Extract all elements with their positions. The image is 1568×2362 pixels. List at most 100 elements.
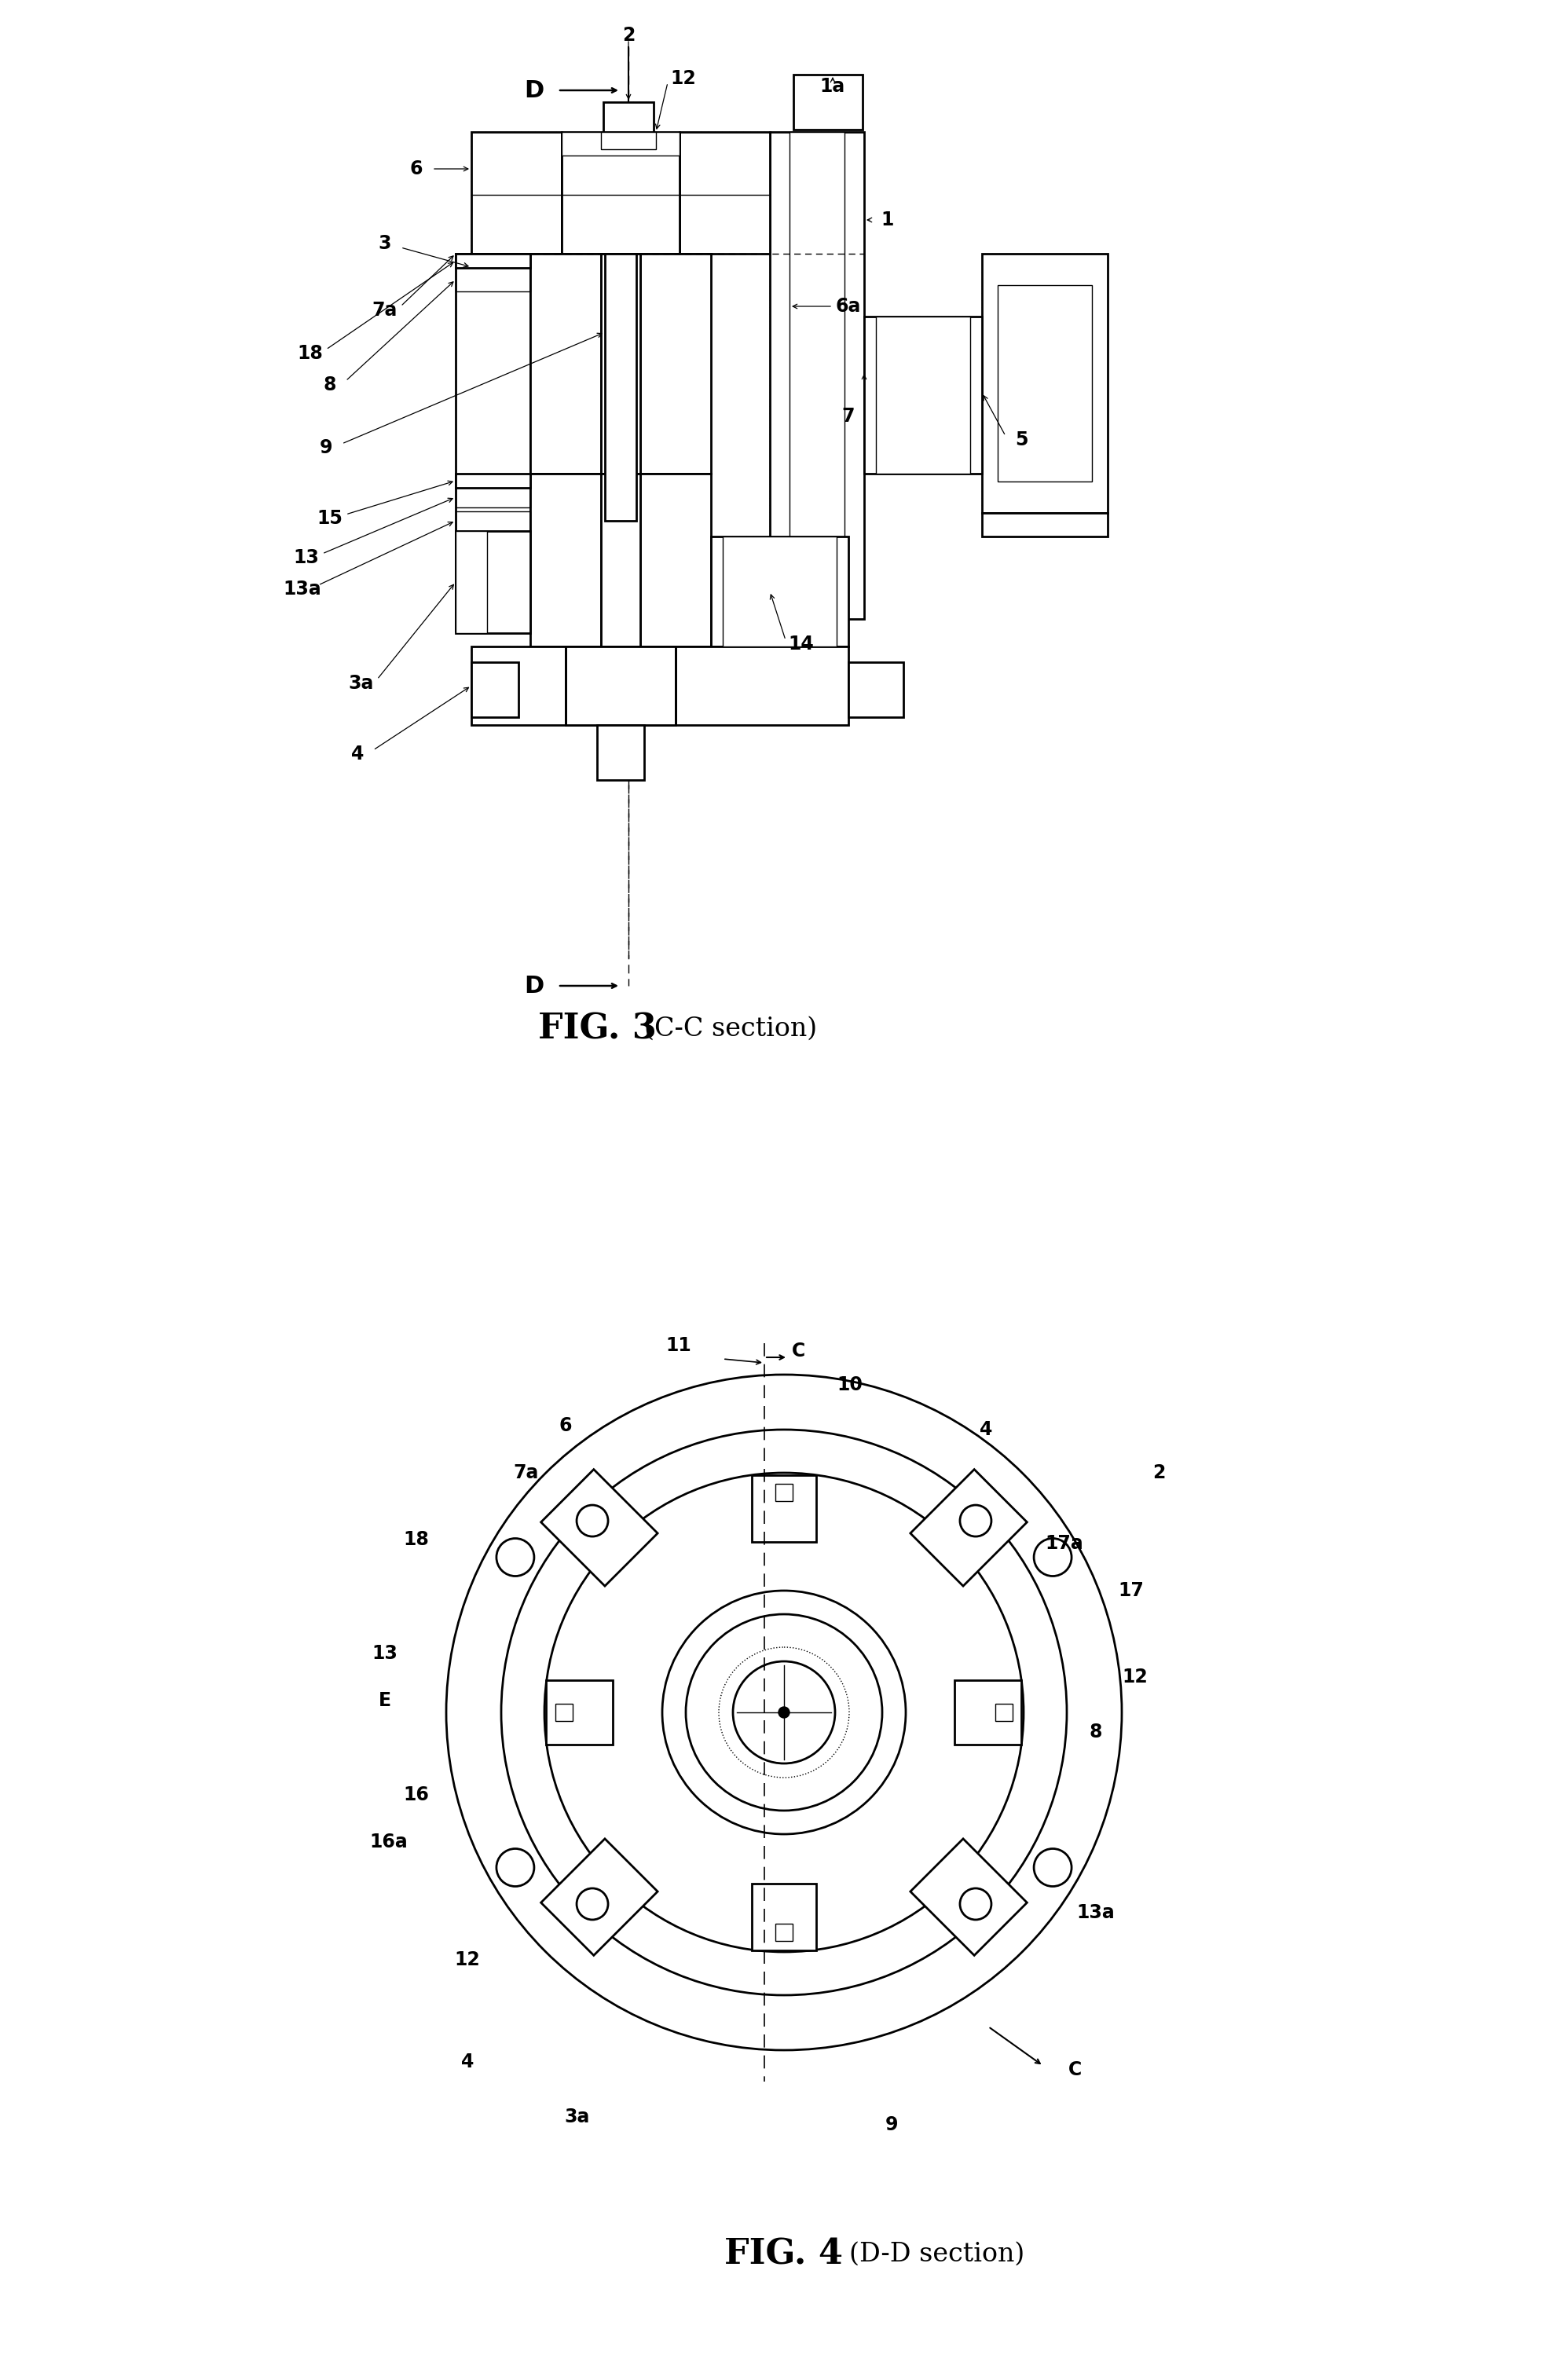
Text: 2: 2 [622,26,635,45]
Text: 17: 17 [1118,1580,1145,1599]
Text: 9: 9 [886,2116,898,2135]
Text: 6a: 6a [836,298,861,317]
Text: 18: 18 [298,345,323,364]
Bar [723,536,837,647]
Text: 10: 10 [837,1375,862,1394]
Circle shape [729,1658,839,1767]
Bar [456,253,530,631]
Text: 7a: 7a [514,1464,539,1483]
Bar [530,475,601,647]
Bar [864,317,982,475]
Bar [472,132,561,253]
Bar [530,253,601,475]
Polygon shape [996,1703,1013,1722]
Text: 8: 8 [1090,1722,1102,1741]
Bar [456,531,488,633]
Bar [605,253,637,520]
Bar [472,132,561,253]
Polygon shape [955,1679,1022,1746]
Circle shape [662,1590,906,1835]
Text: 7: 7 [842,406,855,425]
Polygon shape [775,1483,793,1502]
Text: 16: 16 [403,1786,430,1805]
Polygon shape [546,1679,613,1746]
Polygon shape [911,1838,1027,1956]
Text: E: E [378,1691,392,1710]
Bar [640,475,710,647]
Text: 12: 12 [1123,1668,1148,1686]
Bar [456,475,530,489]
Bar [472,647,848,725]
Text: 4: 4 [980,1420,993,1438]
Bar [864,317,982,475]
Text: C: C [1068,2060,1082,2079]
Bar [604,102,654,132]
Text: 18: 18 [403,1531,430,1549]
Bar [456,253,530,267]
Bar [793,76,862,130]
Polygon shape [555,1703,572,1722]
Text: 15: 15 [317,508,343,527]
Circle shape [577,1505,608,1535]
Bar [793,76,862,130]
Circle shape [960,1505,991,1535]
Text: 12: 12 [671,68,696,87]
Bar [604,102,654,132]
Bar [770,132,864,619]
Bar [456,510,530,531]
Text: 5: 5 [1014,430,1027,449]
Bar [640,475,710,647]
Bar [640,253,710,475]
Bar [456,267,530,291]
Text: 7a: 7a [372,300,398,319]
Bar [710,536,848,647]
Bar [530,253,601,475]
Polygon shape [751,1883,817,1951]
Circle shape [735,1663,833,1762]
Bar [790,132,845,619]
Bar [456,531,530,633]
Text: D: D [524,78,544,102]
Text: (D-D section): (D-D section) [850,2242,1025,2268]
Bar [456,253,530,631]
Text: D: D [524,976,544,997]
Bar [530,475,601,647]
Bar [982,253,1107,513]
Circle shape [662,1590,906,1835]
Polygon shape [775,1923,793,1942]
Text: 3: 3 [378,234,392,253]
Text: 6: 6 [409,161,423,177]
Bar [640,253,710,475]
Text: 17a: 17a [1046,1533,1083,1552]
Circle shape [778,1708,790,1717]
Circle shape [1033,1849,1071,1887]
Text: C: C [792,1342,806,1361]
Text: 9: 9 [320,439,332,458]
Bar [982,513,1107,536]
Bar [601,132,655,149]
Circle shape [685,1613,883,1812]
Bar [456,489,530,508]
Circle shape [1033,1538,1071,1575]
Text: 12: 12 [455,1951,480,1970]
Bar [472,661,519,718]
Text: 2: 2 [1152,1464,1165,1483]
Text: 3a: 3a [348,673,375,692]
Text: 4: 4 [461,2053,474,2071]
Bar [770,132,864,619]
Text: FIG. 4: FIG. 4 [724,2237,844,2272]
Bar [982,253,1107,513]
Polygon shape [751,1474,817,1542]
Text: 6: 6 [560,1417,572,1436]
Text: 13a: 13a [1077,1904,1115,1923]
Text: 13a: 13a [284,579,321,598]
Bar [710,536,848,647]
Bar [597,725,644,779]
Text: 8: 8 [323,376,337,394]
Bar [679,132,770,253]
Text: 11: 11 [665,1337,691,1356]
Circle shape [544,1474,1024,1951]
Bar [601,253,640,475]
Circle shape [502,1429,1066,1996]
Circle shape [497,1538,535,1575]
